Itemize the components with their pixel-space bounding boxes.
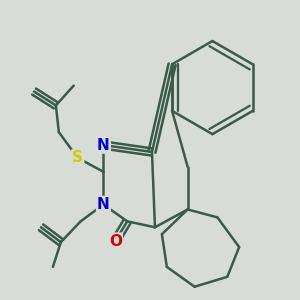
Text: O: O — [109, 234, 122, 249]
Text: N: N — [97, 137, 110, 152]
Text: S: S — [72, 150, 83, 165]
Text: N: N — [97, 197, 110, 212]
